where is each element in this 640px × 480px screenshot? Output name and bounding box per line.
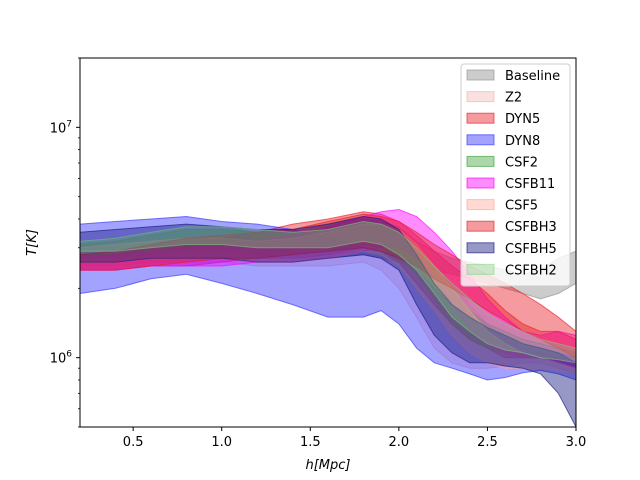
legend-label: Z2 <box>505 91 522 106</box>
plot-frame <box>79 57 577 428</box>
x-tick-label: 1.5 <box>300 435 321 450</box>
band-csfbh2 <box>80 220 576 364</box>
band-dyn5 <box>80 211 576 369</box>
x-axis-label: h[Mpc] <box>306 458 351 473</box>
legend-swatch <box>466 199 495 211</box>
legend-label: CSFBH2 <box>505 263 557 278</box>
legend-label: DYN5 <box>505 112 540 127</box>
legend-swatch <box>466 220 495 232</box>
y-axis-ticks: 106 107 <box>50 57 80 428</box>
legend-swatch <box>466 69 495 81</box>
x-tick-label: 2.5 <box>477 435 498 450</box>
legend-label: CSFBH3 <box>505 220 557 235</box>
legend-swatch <box>466 263 495 275</box>
legend-swatch <box>466 91 495 103</box>
legend-label: CSF5 <box>505 199 538 214</box>
x-tick-label: 3.0 <box>566 435 587 450</box>
y-tick-label: 107 <box>50 119 72 136</box>
series-bands <box>80 208 576 427</box>
legend-label: DYN8 <box>505 134 540 149</box>
x-axis-ticks: 0.5 1.0 1.5 2.0 2.5 3.0 <box>123 427 587 450</box>
legend-label: CSF2 <box>505 155 538 170</box>
legend-swatch <box>466 112 495 124</box>
legend-swatch <box>466 242 495 254</box>
x-tick-label: 1.0 <box>211 435 232 450</box>
legend-label: CSFBH5 <box>505 242 557 257</box>
band-csfbh5 <box>80 215 576 427</box>
x-tick-label: 0.5 <box>123 435 144 450</box>
legend-label: CSFB11 <box>505 177 555 192</box>
y-tick-label: 106 <box>50 350 73 367</box>
legend-swatch <box>466 155 495 167</box>
legend-box <box>460 63 571 287</box>
band-csfbh3 <box>80 213 576 359</box>
legend-label: Baseline <box>505 69 560 84</box>
legend: Baseline Z2 DYN5 DYN8 CSF2 CSFB11 CSF5 CSFBH3 CS… <box>460 63 571 287</box>
legend-swatch <box>466 177 495 189</box>
y-axis-label: T[K] <box>25 229 40 256</box>
legend-swatch <box>466 134 495 146</box>
band-dyn8 <box>80 215 576 381</box>
x-tick-label: 2.0 <box>389 435 410 450</box>
